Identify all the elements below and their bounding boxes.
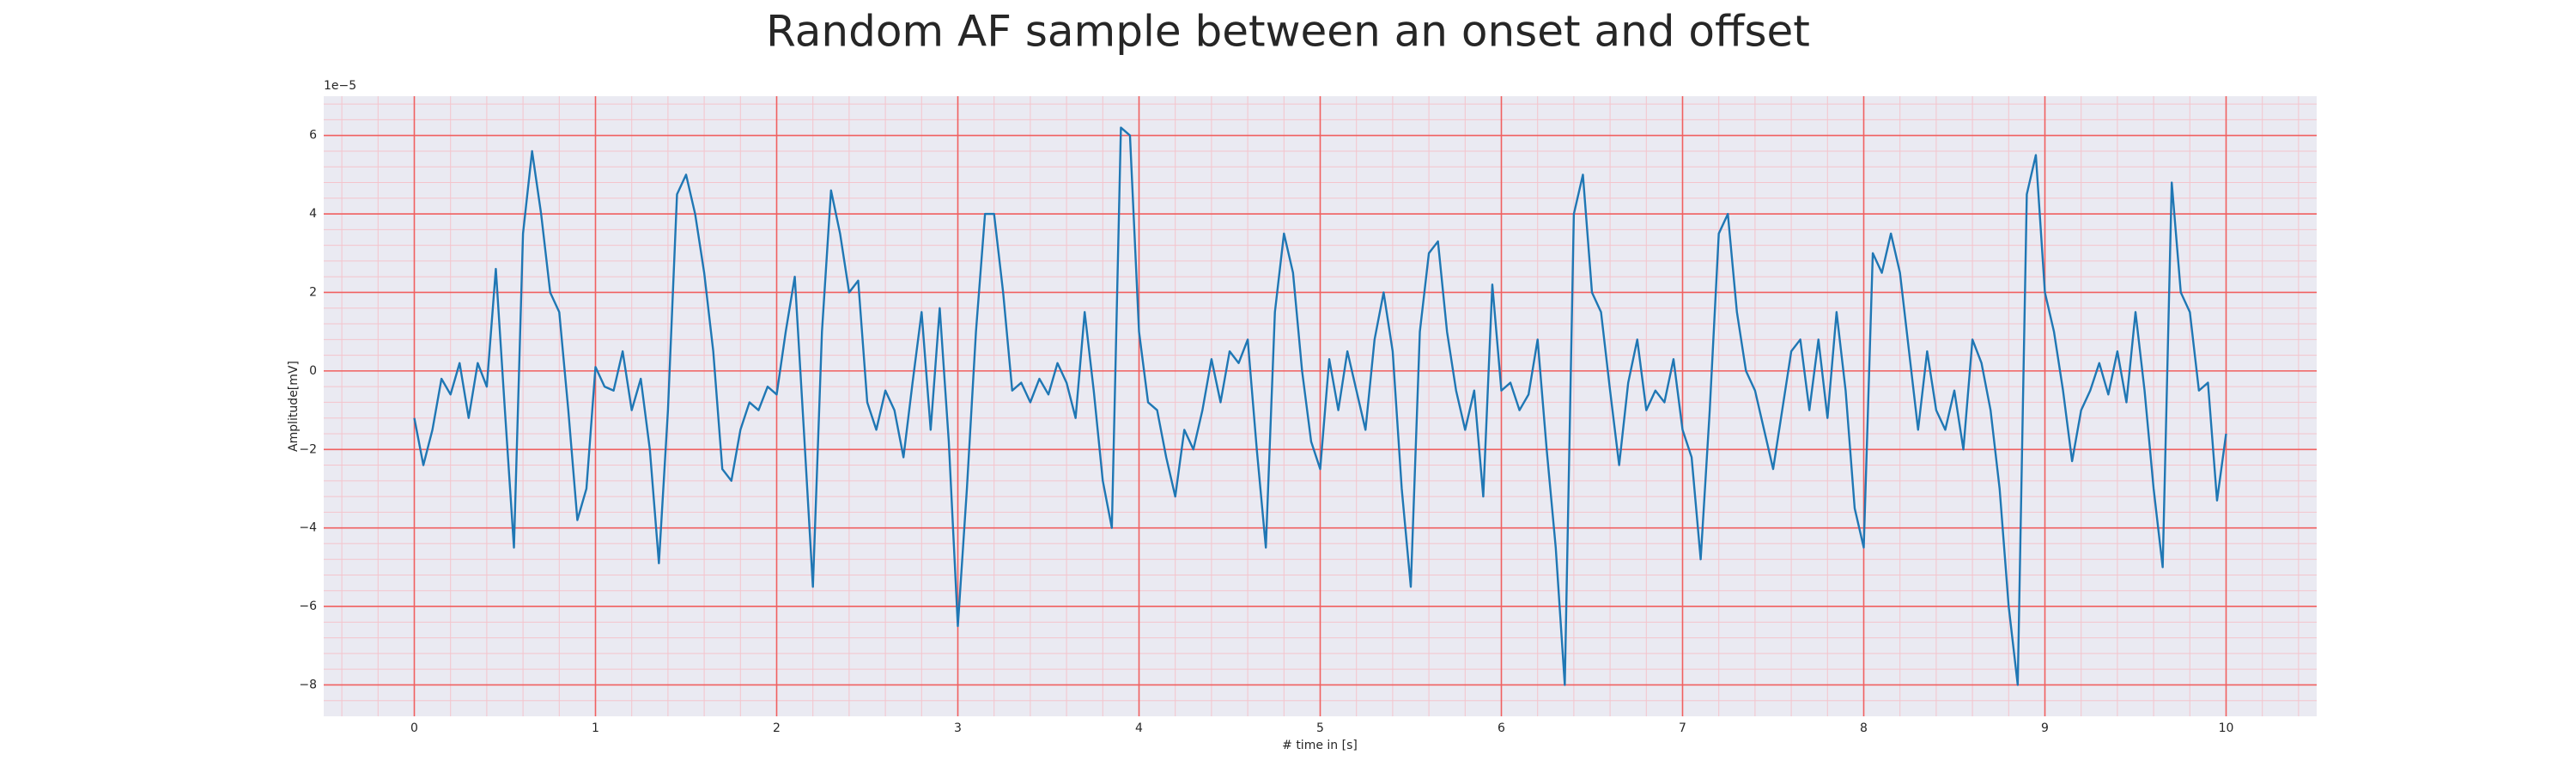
x-axis-label: # time in [s] [1282, 739, 1358, 752]
x-tick-label: 9 [2041, 721, 2049, 735]
y-tick-label: 6 [309, 129, 317, 143]
x-tick-label: 3 [954, 721, 962, 735]
x-tick-label: 0 [410, 721, 418, 735]
x-tick-label: 8 [1860, 721, 1868, 735]
x-tick-label: 10 [2219, 721, 2234, 735]
x-tick-label: 6 [1498, 721, 1505, 735]
y-tick-label: −4 [299, 521, 317, 535]
x-tick-label: 7 [1679, 721, 1686, 735]
chart-title: Random AF sample between an onset and of… [766, 7, 1810, 57]
y-offset-label: 1e−5 [324, 79, 356, 93]
y-tick-label: −6 [299, 600, 317, 613]
y-tick-label: −2 [299, 442, 317, 456]
x-tick-label: 5 [1316, 721, 1324, 735]
y-tick-label: −8 [299, 678, 317, 691]
y-tick-label: 4 [309, 207, 317, 221]
x-tick-label: 1 [592, 721, 599, 735]
y-tick-label: 0 [309, 364, 317, 378]
y-axis-label: Amplitude[mV] [287, 361, 301, 452]
x-tick-label: 2 [773, 721, 781, 735]
y-tick-label: 2 [309, 285, 317, 299]
x-tick-label: 4 [1135, 721, 1143, 735]
signal-line [413, 126, 2227, 686]
